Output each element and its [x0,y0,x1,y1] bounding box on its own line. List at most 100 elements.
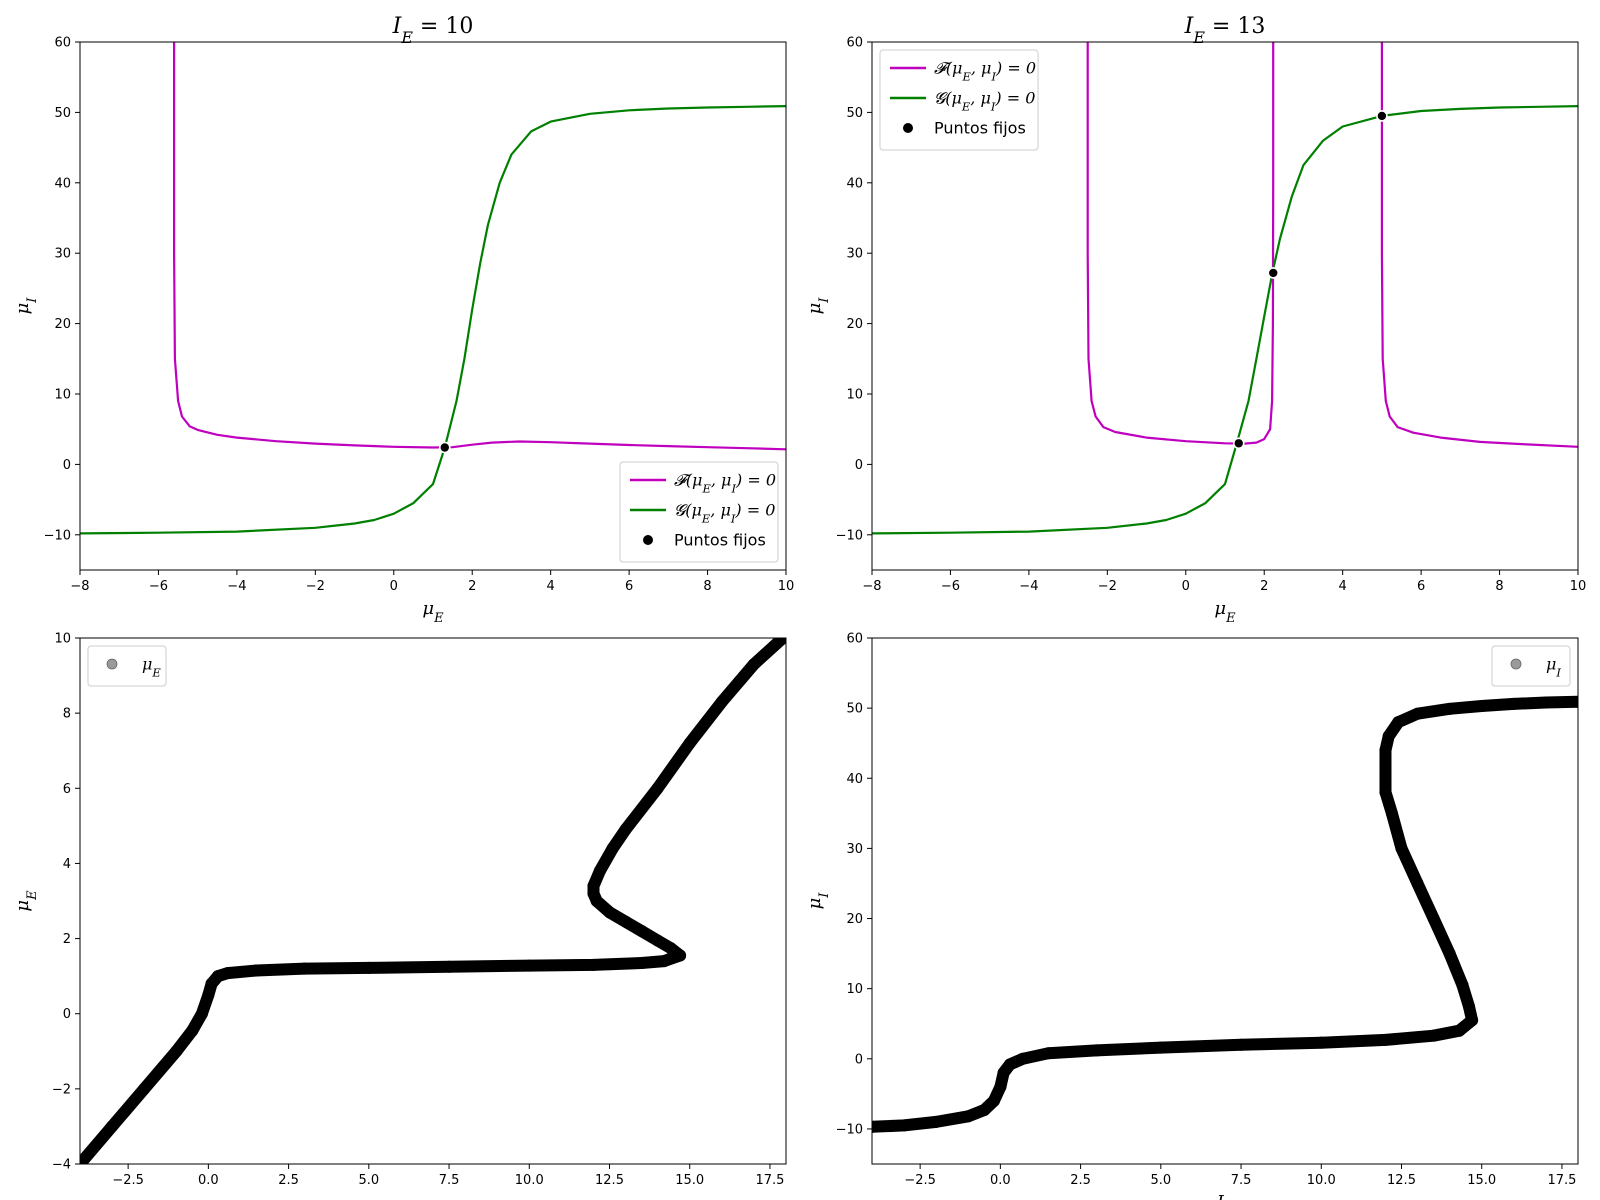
y-tick-label: 50 [846,106,863,121]
data-point-22 [635,925,648,938]
legend: μE [87,645,167,687]
data-point-27 [1379,786,1392,799]
data-point-13 [362,961,375,974]
data-point-10 [221,967,234,980]
axes-frame [79,41,787,571]
y-tick-label: 40 [846,176,863,191]
data-point-30 [1382,730,1395,743]
y-tick-label: 2 [63,932,71,947]
y-axis-label: μI [12,297,40,315]
data-point-4 [170,1045,183,1058]
data-point-5 [978,1103,991,1116]
data-point-29 [1379,744,1392,757]
legend-box [1491,645,1571,687]
x-tick-label: −4 [227,579,246,594]
data-point-32 [683,737,696,750]
data-point-35 [776,638,786,644]
fixed-point-2 [1267,267,1280,279]
y-tick-label: 30 [846,247,863,262]
series-line-1-segment-1 [173,42,786,451]
legend-box [879,49,1039,151]
y-tick-label: 10 [846,388,863,403]
y-tick-label: 30 [846,842,863,857]
y-tick-label: 8 [63,707,71,722]
x-tick-label: −6 [149,579,168,594]
chart-title: IE = 13 [1184,14,1266,47]
chart-panel-4: −2.5 0.0 2.5 5.0 7.5 10.0 12.5 15.0 17.5 −10 0 10 20… [804,632,1579,1200]
x-tick-label: 4 [547,579,555,594]
data-point-6 [987,1094,1000,1107]
x-tick-label: 10 [778,579,795,594]
legend-swatch-marker [1510,658,1522,670]
data-point-13 [1154,1041,1167,1054]
axes-frame [79,637,787,1165]
chart-panel-2: −8 −6 −4 −2 0 2 4 6 8 10 −10 0 10 20 30 40 50 60 IE = 13 μE… [804,14,1586,626]
y-axis-label: μI [804,297,832,315]
plot-area [872,42,1578,535]
x-tick-label: −4 [1019,579,1038,594]
x-tick-label: 8 [1495,579,1503,594]
legend-box [87,645,167,687]
data-point-36 [1539,696,1552,709]
y-tick-label: 20 [846,912,863,927]
legend-label: 𝓕(μE, μI) = 0 [674,471,776,496]
x-axis-label: μE [1214,598,1236,626]
data-point-22 [1443,947,1456,960]
data-point-24 [1411,877,1424,890]
y-axis-label: μI [804,892,832,910]
x-tick-label: 0 [390,579,398,594]
legend-swatch-marker [106,658,118,670]
data-point-2 [898,1119,911,1132]
data-point-33 [1443,702,1456,715]
fixed-point-1 [1232,437,1245,450]
y-tick-label: 30 [54,247,71,262]
y-tick-label: 50 [54,106,71,121]
x-tick-label: 5.0 [358,1173,379,1188]
x-tick-label: 12.5 [595,1173,624,1188]
data-point-24 [603,906,616,919]
legend-swatch-marker [643,535,653,545]
x-axis-label: μE [422,598,444,626]
x-tick-label: 6 [1417,579,1425,594]
data-point-20 [664,941,677,954]
data-point-11 [1042,1047,1055,1060]
data-point-2 [106,1120,119,1133]
y-tick-label: 0 [855,1052,863,1067]
y-tick-label: 0 [63,1007,71,1022]
data-point-5 [186,1024,199,1037]
x-tick-label: −8 [70,579,89,594]
y-tick-label: −10 [836,1122,863,1137]
data-point-33 [715,695,728,708]
data-point-21 [1456,979,1469,992]
y-tick-label: 60 [846,632,863,647]
data-point-15 [1315,1036,1328,1049]
scatter-band [80,638,786,1164]
data-point-7 [202,988,215,1001]
y-tick-label: 0 [63,458,71,473]
data-point-12 [1090,1044,1103,1057]
data-point-11 [250,964,263,977]
data-point-35 [1507,697,1520,710]
x-tick-label: −2 [306,579,325,594]
legend-label: μE [142,655,161,680]
data-point-29 [606,842,619,855]
legend-label: μI [1546,655,1561,680]
x-tick-label: 17.5 [755,1173,784,1188]
x-tick-label: 7.5 [439,1173,460,1188]
data-point-9 [211,970,224,983]
data-point-27 [587,879,600,892]
chart-panel-1: −8 −6 −4 −2 0 2 4 6 8 10 −10 0 10 20 30 40 50 60 IE = 10 μE… [12,14,794,626]
legend-swatch-marker [903,123,913,133]
plot-area [872,695,1578,1133]
legend: μI [1491,645,1571,687]
scatter-band [872,695,1578,1133]
x-tick-label: 10.0 [515,1173,544,1188]
data-point-1 [80,1158,86,1164]
legend: 𝓕(μE, μI) = 0 𝓖(μE, μI) = 0 Puntos fijos [879,49,1039,151]
x-tick-label: 17.5 [1547,1173,1576,1188]
legend-label: Puntos fijos [934,119,1026,138]
data-point-30 [619,823,632,836]
data-point-3 [138,1082,151,1095]
y-tick-label: 10 [846,982,863,997]
